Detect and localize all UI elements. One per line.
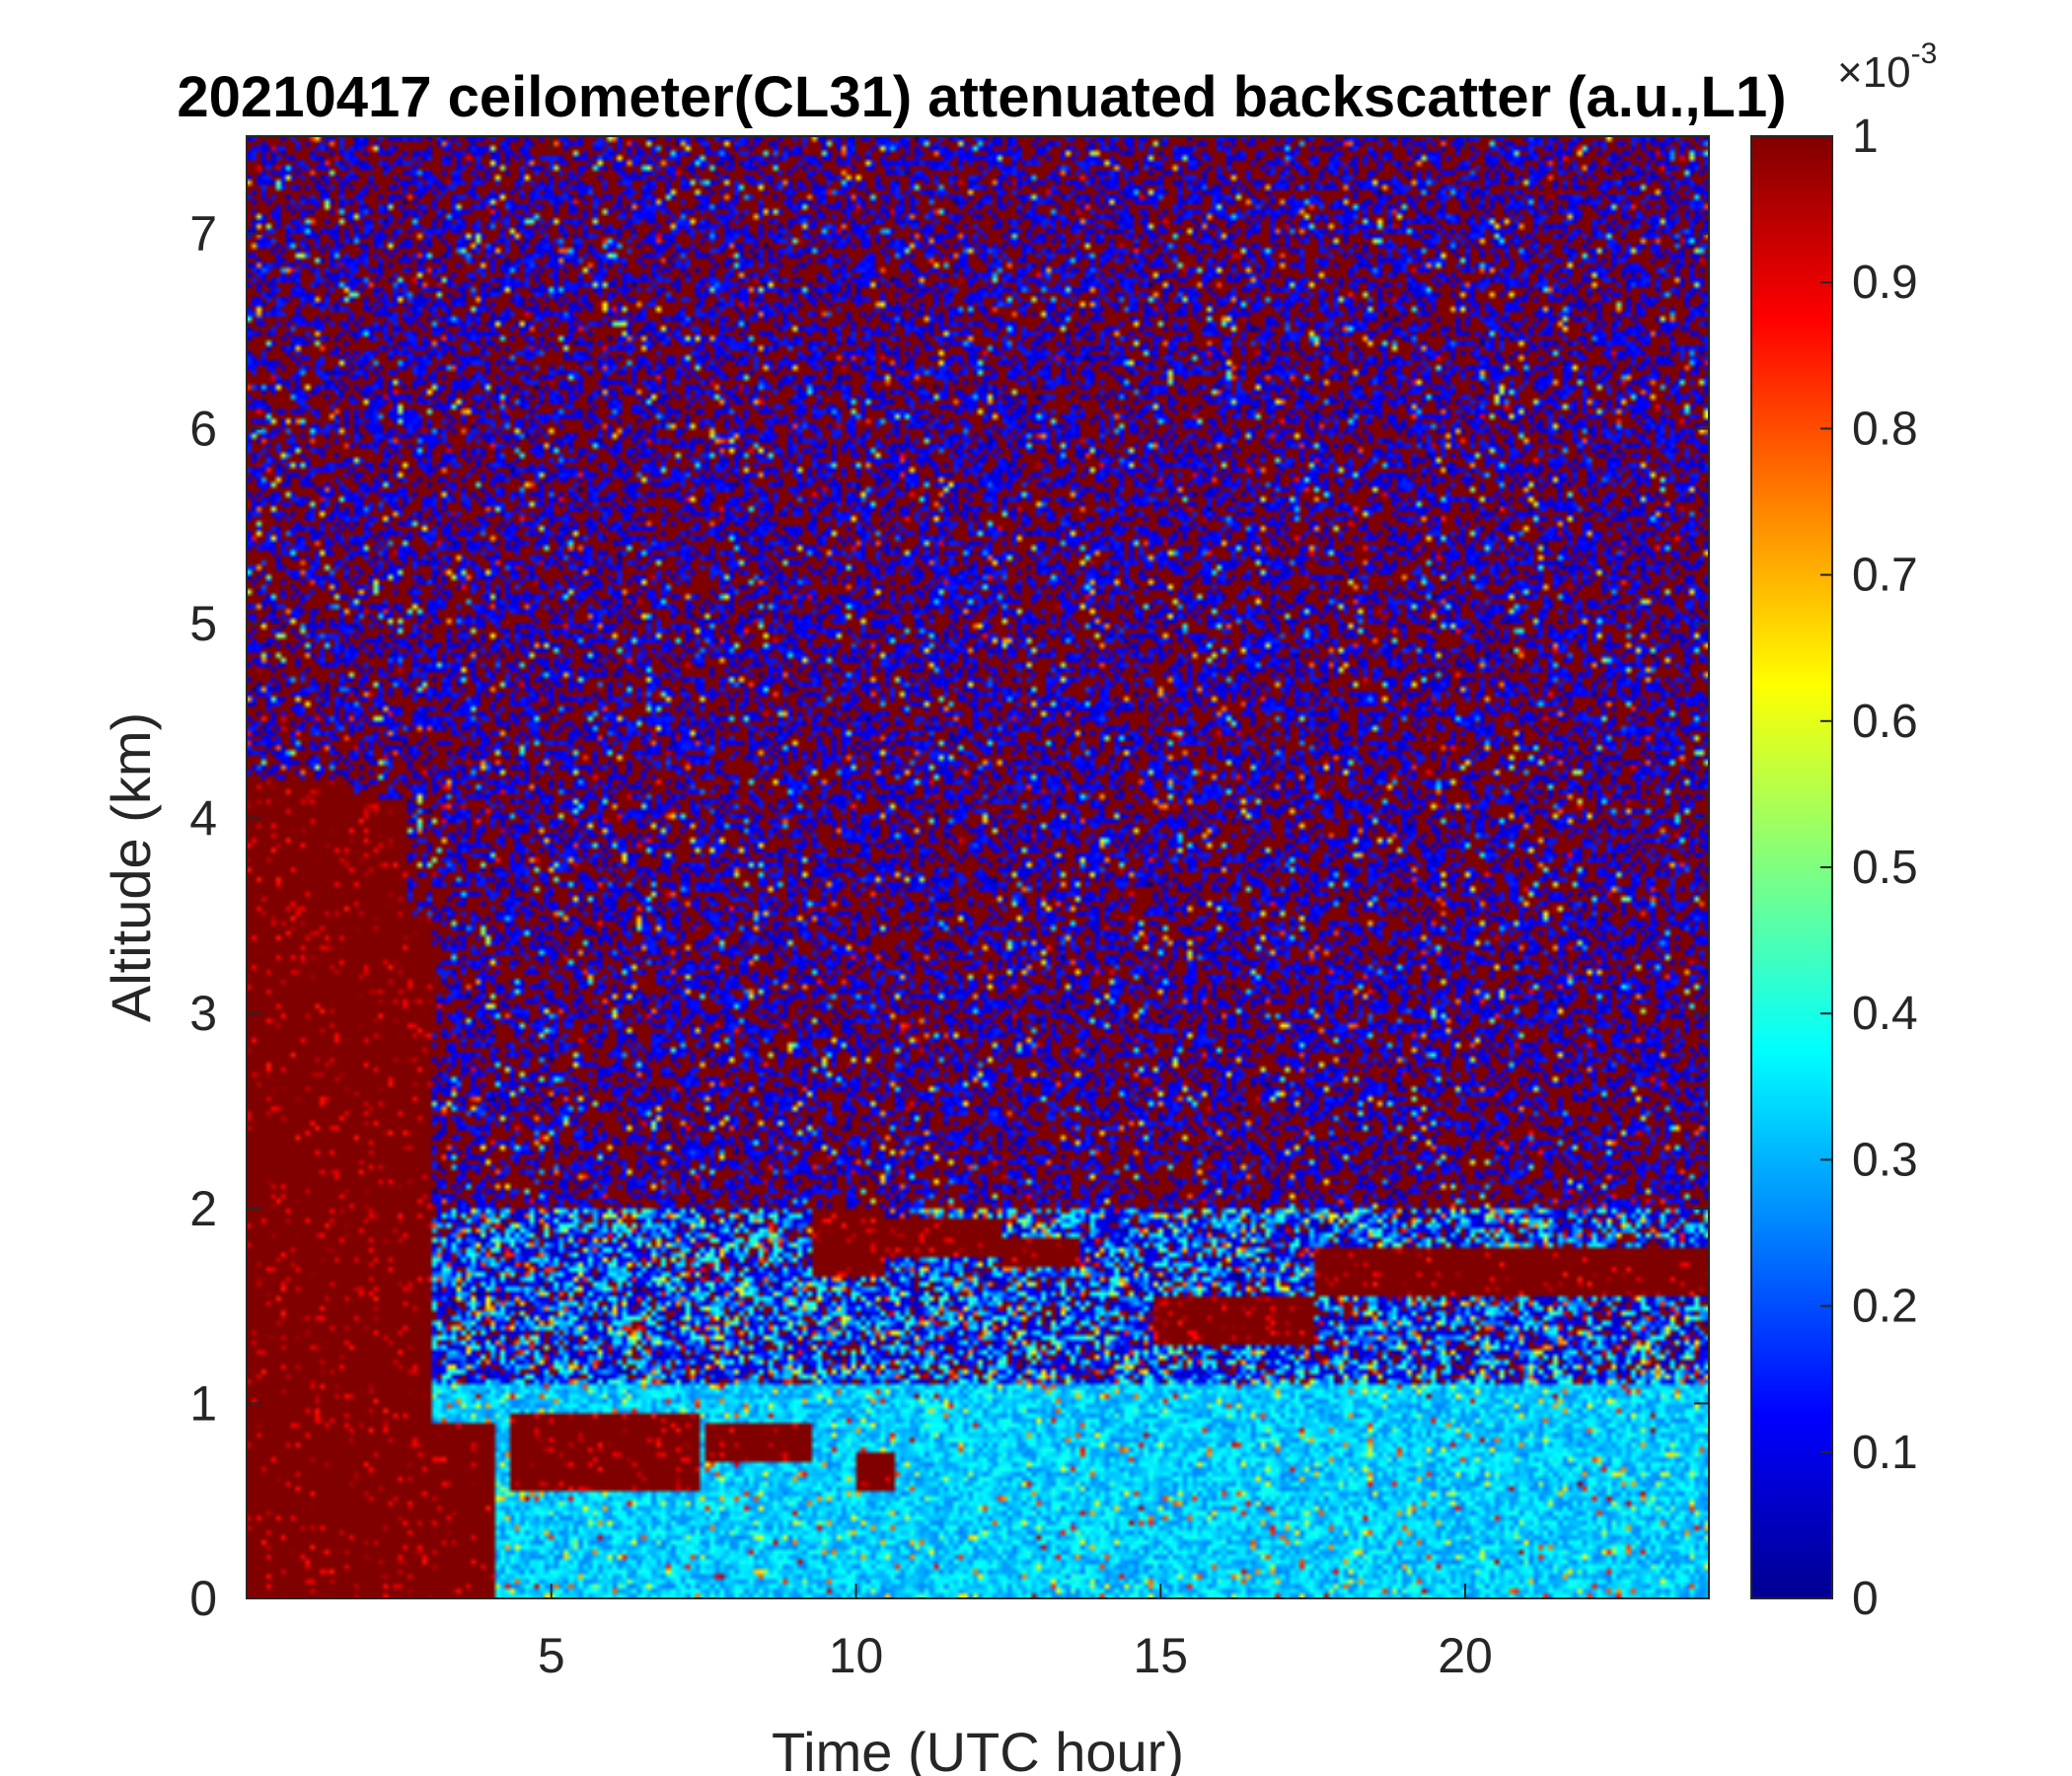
colorbar-tick-label: 0 (1852, 1573, 1879, 1625)
colorbar-multiplier-exponent: -3 (1911, 37, 1938, 70)
colorbar-ticks: 0 0.1 0.2 0.3 0.4 0.5 0.6 0.7 0.8 0.9 1 (1820, 111, 1918, 1625)
y-tick-label: 7 (189, 206, 217, 261)
colorbar: 0 0.1 0.2 0.3 0.4 0.5 0.6 0.7 0.8 0.9 1 ×10-3 (1750, 37, 1937, 1625)
colorbar-multiplier: ×10-3 (1837, 37, 1937, 97)
x-tick-label: 10 (829, 1628, 884, 1683)
x-axis-ticks: 5 10 15 20 (538, 136, 1493, 1683)
y-tick-label: 0 (189, 1571, 217, 1626)
y-tick-label: 6 (189, 401, 217, 456)
colorbar-tick-label: 0.2 (1852, 1281, 1918, 1333)
backscatter-heatmap (247, 136, 1709, 1598)
x-axis-label: Time (UTC hour) (772, 1721, 1184, 1776)
colorbar-tick-label: 0.7 (1852, 550, 1918, 602)
colorbar-tick-label: 0.3 (1852, 1134, 1918, 1186)
colorbar-tick-label: 0.5 (1852, 842, 1918, 894)
plot-frame (246, 135, 1710, 1599)
heatmap-image (247, 136, 1709, 1598)
x-tick-label: 15 (1133, 1628, 1188, 1683)
y-tick-label: 5 (189, 596, 217, 651)
colorbar-multiplier-base: ×10 (1837, 48, 1911, 97)
y-axis-label: Altitude (km) (100, 712, 162, 1022)
y-axis-ticks: 0 1 2 3 4 5 6 7 (189, 206, 1709, 1626)
colorbar-tick-label: 1 (1852, 111, 1879, 163)
colorbar-tick-label: 0.6 (1852, 696, 1918, 748)
y-tick-label: 4 (189, 791, 217, 847)
x-tick-label: 5 (538, 1628, 565, 1683)
colorbar-tick-label: 0.9 (1852, 257, 1918, 309)
colorbar-tick-label: 0.8 (1852, 403, 1918, 455)
y-tick-label: 2 (189, 1181, 217, 1236)
x-tick-label: 20 (1438, 1628, 1493, 1683)
plot-area: 5 10 15 20 0 1 2 3 4 5 6 7 (189, 135, 1710, 1683)
y-tick-label: 3 (189, 986, 217, 1041)
y-tick-label: 1 (189, 1375, 217, 1431)
chart-title: 20210417 ceilometer(CL31) attenuated bac… (177, 65, 1786, 129)
colorbar-tick-label: 0.4 (1852, 988, 1918, 1040)
colorbar-tick-label: 0.1 (1852, 1427, 1918, 1479)
colorbar-strip (1750, 135, 1833, 1599)
